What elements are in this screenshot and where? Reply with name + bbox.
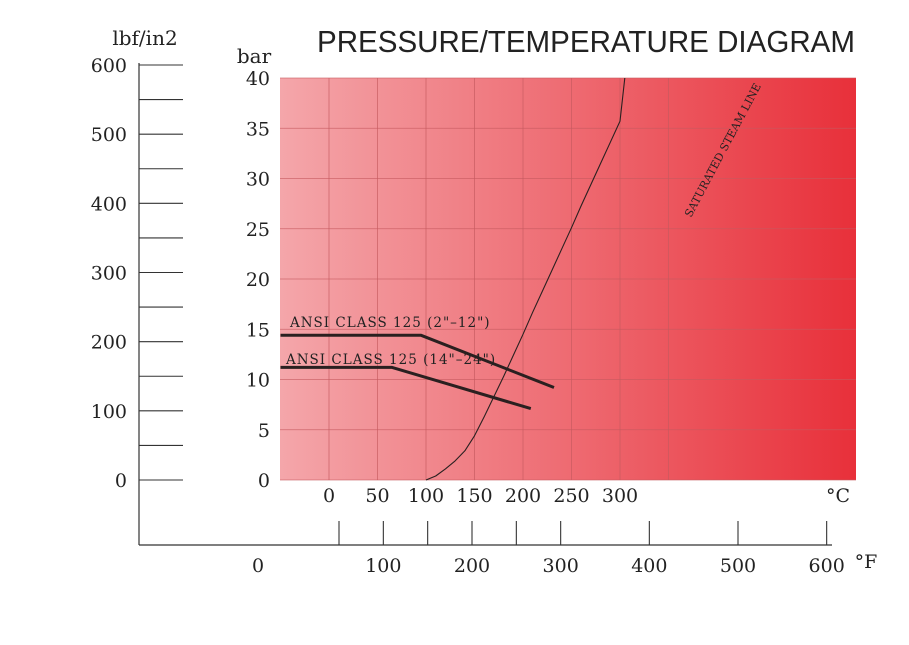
bar-tick-label: 5: [258, 420, 270, 442]
psi-tick-label: 300: [91, 263, 127, 285]
series-label-ansi-2-12: ANSI CLASS 125 (2"–12"): [289, 315, 491, 331]
saturated-steam-line: [425, 77, 626, 481]
celsius-tick-label: 250: [553, 485, 589, 507]
celsius-tick-label: 0: [323, 485, 335, 507]
bar-tick-label: 20: [246, 269, 270, 291]
series-label-ansi-14-24: ANSI CLASS 125 (14"–24"): [285, 352, 496, 368]
psi-axis-unit: lbf/in2: [112, 26, 177, 50]
bar-tick-label: 40: [246, 68, 270, 90]
psi-tick-label: 500: [91, 124, 127, 146]
ansi-class-line-1: [280, 333, 555, 389]
celsius-tick-label: 100: [408, 485, 444, 507]
fahrenheit-tick-label: 300: [543, 555, 579, 577]
psi-tick-label: 100: [91, 401, 127, 423]
fahrenheit-axis-unit: °F: [855, 551, 878, 573]
bar-tick-label: 10: [246, 370, 270, 392]
bar-axis-unit: bar: [237, 44, 272, 68]
fahrenheit-tick-label: 0: [252, 555, 264, 577]
celsius-axis-unit: °C: [826, 485, 850, 507]
bar-tick-label: 0: [258, 470, 270, 492]
bar-axis: 0 5 10 15 20 25 30 35 40: [246, 68, 270, 492]
psi-tick-label: 400: [91, 193, 127, 215]
chart-title: PRESSURE/TEMPERATURE DIAGRAM: [317, 24, 855, 59]
celsius-tick-label: 200: [505, 485, 541, 507]
celsius-tick-label: 150: [456, 485, 492, 507]
fahrenheit-axis: 0 100 200 300 400 500 600: [252, 521, 845, 577]
psi-tick-label: 600: [91, 55, 127, 77]
grid-lines: [280, 77, 856, 481]
fahrenheit-tick-label: 600: [809, 555, 845, 577]
bar-tick-label: 35: [246, 118, 270, 140]
ansi-class-line-2: [280, 365, 532, 411]
psi-tick-label: 0: [115, 470, 127, 492]
psi-tick-label: 200: [91, 332, 127, 354]
fahrenheit-tick-label: 400: [631, 555, 667, 577]
bar-tick-label: 15: [246, 319, 270, 341]
bar-tick-label: 25: [246, 219, 270, 241]
fahrenheit-tick-label: 200: [454, 555, 490, 577]
psi-axis: 0 100 200 300 400 500 600: [91, 55, 183, 492]
celsius-tick-label: 300: [602, 485, 638, 507]
celsius-tick-label: 50: [365, 485, 389, 507]
celsius-axis: 0 50 100 150 200 250 300: [323, 485, 638, 507]
fahrenheit-tick-label: 100: [365, 555, 401, 577]
fahrenheit-tick-label: 500: [720, 555, 756, 577]
bar-tick-label: 30: [246, 169, 270, 191]
